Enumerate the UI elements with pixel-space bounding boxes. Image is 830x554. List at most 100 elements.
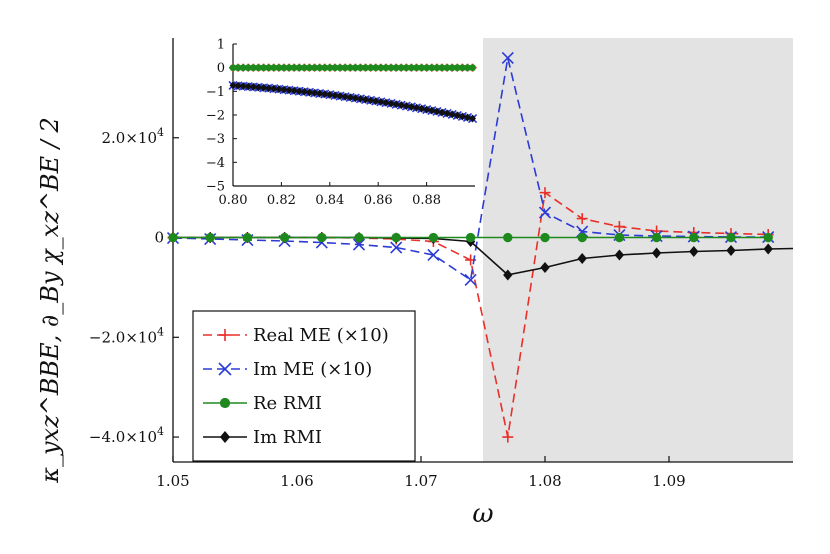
data-point	[614, 249, 625, 261]
inset-data-point	[453, 111, 461, 120]
inset-x-tick-label: 0.82	[267, 193, 296, 208]
inset-data-point	[418, 104, 426, 113]
data-point	[540, 232, 550, 243]
inset-data-point	[448, 110, 456, 119]
legend-marker	[219, 397, 231, 409]
data-point-b	[390, 241, 403, 254]
inset-y-tick-label: −3	[206, 132, 225, 147]
data-point	[464, 273, 477, 286]
legend-entry: Im RMI	[203, 427, 322, 448]
inset-y-tick-label: 0	[217, 61, 225, 76]
inset-data-point	[300, 64, 308, 72]
data-point	[540, 261, 550, 273]
data-point	[539, 187, 551, 199]
inset-data-point	[397, 64, 405, 72]
data-point	[279, 232, 290, 243]
inset-data-point	[438, 108, 446, 117]
inset-data-point	[316, 64, 324, 72]
inset-x-tick-label: 0.80	[219, 193, 248, 208]
x-tick-label: 1.06	[280, 472, 313, 490]
legend-box	[192, 310, 416, 462]
x-tick-label: 1.09	[652, 472, 685, 490]
data-point	[427, 248, 440, 262]
y-tick-exponent: 4	[157, 325, 164, 338]
inset-data-point	[443, 64, 451, 72]
data-point	[465, 232, 476, 243]
legend-entry: Real ME (×10)	[203, 325, 389, 346]
inset-y-tick-label: −4	[206, 156, 225, 171]
inset-data-point	[336, 64, 344, 72]
inset-data-point	[377, 97, 385, 106]
inset-data-point	[357, 94, 364, 103]
data-point-b	[538, 206, 552, 219]
inset-data-point	[295, 87, 303, 96]
inset-data-point	[244, 82, 252, 91]
data-point-b	[464, 273, 477, 286]
legend-marker-b	[218, 362, 232, 376]
inset-y-tick-label: 1	[217, 38, 225, 53]
data-point	[317, 232, 327, 243]
inset-data-point	[377, 64, 385, 72]
data-point	[390, 241, 403, 254]
legend-label: Re RMI	[253, 393, 322, 414]
inset-x-tick-label: 0.84	[315, 193, 344, 208]
inset-data-point	[423, 105, 431, 114]
inset-data-point	[362, 64, 369, 72]
inset-data-point	[290, 64, 298, 72]
inset-data-point	[290, 86, 298, 95]
inset-data-point	[428, 106, 436, 115]
inset-series-re-rmi	[229, 64, 476, 72]
data-point-b	[427, 248, 440, 262]
inset-data-point	[265, 84, 273, 93]
inset-data-point	[331, 91, 339, 100]
data-point	[613, 221, 625, 233]
inset-data-point	[280, 85, 288, 94]
x-axis-label: ω	[472, 499, 493, 529]
inset-data-point	[239, 64, 247, 72]
inset-data-point	[321, 90, 329, 99]
data-point	[651, 232, 662, 243]
inset-data-point	[285, 86, 293, 95]
data-point-b	[352, 238, 366, 251]
inset-y-tick-label: −2	[206, 109, 225, 124]
data-point	[577, 232, 587, 243]
inset-data-point	[402, 102, 410, 111]
x-tick-label: 1.08	[528, 472, 561, 490]
inset-series-im-rmi	[229, 81, 476, 123]
legend-entry: Re RMI	[203, 393, 322, 414]
legend: Real ME (×10) Im ME (×10) Re RMI Im RMI	[192, 310, 416, 462]
data-point	[502, 431, 514, 443]
inset-plot: 0.80 0.82 0.84 0.86 0.88 1 0 −1 −2 −3 −4 −5	[206, 38, 478, 208]
inset-data-point	[255, 83, 262, 92]
data-point	[614, 232, 625, 243]
inset-data-point	[397, 101, 405, 110]
inset-data-point	[326, 90, 334, 99]
inset-data-point	[306, 64, 313, 72]
inset-data-point	[408, 102, 415, 111]
inset-data-point	[443, 109, 451, 118]
data-point-b	[501, 51, 514, 65]
inset-data-point	[408, 64, 415, 72]
inset-data-point	[229, 81, 237, 90]
data-point	[726, 232, 736, 243]
data-point	[503, 232, 513, 243]
legend-entry: Im ME (×10)	[203, 359, 372, 380]
inset-data-point	[433, 64, 441, 72]
inset-data-point	[387, 99, 395, 108]
data-point	[205, 232, 215, 243]
inset-data-point	[357, 64, 364, 72]
inset-data-point	[351, 64, 359, 72]
inset-data-point	[418, 64, 426, 72]
inset-data-point	[239, 82, 247, 91]
inset-data-point	[469, 114, 476, 123]
inset-data-point	[346, 93, 354, 102]
inset-data-point	[458, 112, 466, 121]
inset-data-point	[331, 64, 339, 72]
x-tick-label: 1.05	[156, 472, 189, 490]
data-point	[763, 232, 773, 243]
inset-data-point	[413, 103, 420, 112]
inset-y-tick-label: −1	[206, 85, 225, 100]
series-line	[172, 57, 769, 282]
data-point	[763, 243, 773, 255]
inset-data-point	[362, 95, 369, 104]
